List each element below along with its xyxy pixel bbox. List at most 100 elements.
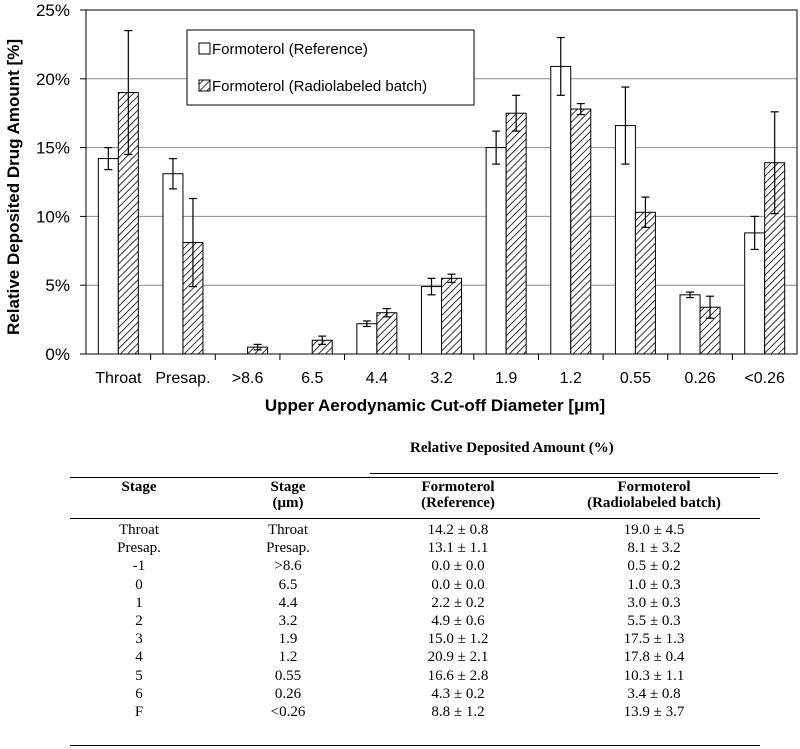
- table-row: F <0.26 8.8 ± 1.2 13.9 ± 3.7: [70, 703, 760, 721]
- legend: Formoterol (Reference) Formoterol (Radio…: [186, 29, 475, 106]
- cell-reference: 20.9 ± 2.1: [427, 649, 489, 666]
- bars: [97, 30, 786, 355]
- cell-reference: 4.3 ± 0.2: [431, 685, 485, 702]
- table-bottom-rule: [70, 745, 760, 746]
- cell-radiolabeled: 19.0 ± 4.5: [623, 522, 685, 538]
- cell-reference: 13.1 ± 1.1: [427, 540, 489, 557]
- table-row: 2 3.2 4.9 ± 0.6 5.5 ± 0.3: [70, 612, 760, 630]
- header-stage-um-line2: (μm): [272, 495, 304, 511]
- x-tick-label: 0.26: [684, 370, 715, 387]
- table-row: 5 0.55 16.6 ± 2.8 10.3 ± 1.1: [70, 667, 760, 685]
- header-radiolabeled-line2: (Radiolabeled batch): [587, 495, 721, 511]
- y-tick-label: 25%: [36, 1, 70, 20]
- y-tick-label: 20%: [36, 70, 70, 89]
- cell-stage-um: 3.2: [278, 613, 298, 630]
- cell-radiolabeled: 13.9 ± 3.7: [623, 704, 685, 721]
- header-reference-line2: (Reference): [421, 495, 495, 511]
- cell-stage: Presap.: [117, 540, 161, 557]
- legend-label-radiolabeled: Formoterol (Radiolabeled batch): [212, 78, 427, 95]
- bar-reference: [162, 173, 184, 355]
- table-row: Throat Throat 14.2 ± 0.8 19.0 ± 4.5: [70, 521, 760, 539]
- legend-label-reference: Formoterol (Reference): [212, 41, 368, 58]
- cell-reference: 16.6 ± 2.8: [427, 667, 489, 684]
- table-row: 4 1.2 20.9 ± 2.1 17.8 ± 0.4: [70, 648, 760, 666]
- bar-reference: [679, 294, 701, 355]
- cell-reference: 8.8 ± 1.2: [431, 704, 485, 721]
- cell-stage-um: Presap.: [266, 540, 310, 557]
- cell-stage-um: <0.26: [270, 704, 306, 721]
- cell-radiolabeled: 0.5 ± 0.2: [627, 558, 681, 575]
- cell-stage: -1: [132, 558, 146, 575]
- cell-stage-um: 1.9: [278, 631, 298, 648]
- bar-reference: [485, 147, 507, 355]
- x-tick-label: 3.2: [430, 370, 452, 387]
- table-row: Presap. Presap. 13.1 ± 1.1 8.1 ± 3.2: [70, 539, 760, 557]
- legend-box: [186, 29, 475, 106]
- table-body: Throat Throat 14.2 ± 0.8 19.0 ± 4.5 Presap. P…: [70, 521, 760, 721]
- cell-stage-um: 4.4: [278, 594, 298, 611]
- cell-stage-um: Throat: [268, 522, 308, 538]
- cell-stage: 4: [135, 649, 143, 666]
- cell-stage-um: 0.55: [274, 667, 302, 684]
- deposition-bar-chart: 0% 5% 10% 15% 20% 25% Throat Presap. >8.6 6.5 4.4…: [4, 1, 798, 415]
- x-tick-label: 1.9: [495, 370, 517, 387]
- cell-stage: 6: [135, 685, 143, 702]
- table-top-rule: [70, 477, 760, 478]
- y-tick-label: 5%: [45, 276, 70, 295]
- x-tick-label: 1.2: [560, 370, 582, 387]
- plot-frame: [85, 9, 798, 355]
- cell-reference: 2.2 ± 0.2: [431, 594, 485, 611]
- cell-radiolabeled: 17.8 ± 0.4: [623, 649, 685, 666]
- cell-stage: 1: [135, 594, 143, 611]
- cell-stage: 2: [135, 613, 143, 630]
- y-tick-label: 15%: [36, 139, 70, 158]
- cell-reference: 0.0 ± 0.0: [431, 576, 485, 593]
- y-tick-label: 10%: [36, 207, 70, 226]
- legend-swatch-reference: [198, 42, 211, 55]
- table-header-row: Stage Stage (μm) Formoterol (Reference) Fo…: [70, 476, 760, 521]
- super-header-rule: [370, 473, 778, 474]
- bar-radiolabeled: [376, 312, 398, 355]
- bar-reference: [744, 232, 766, 355]
- x-tick-label: 0.55: [620, 370, 651, 387]
- header-stage-um: Stage (μm): [208, 476, 368, 521]
- cell-stage-um: 6.5: [278, 576, 298, 593]
- header-reference-line1: Formoterol: [421, 479, 495, 495]
- table-super-header: Relative Deposited Amount (%): [70, 432, 760, 470]
- x-tick-label: 4.4: [366, 370, 388, 387]
- cell-radiolabeled: 17.5 ± 1.3: [623, 631, 685, 648]
- cell-stage: 5: [135, 667, 143, 684]
- table-header-rule: [70, 518, 760, 519]
- bar-radiolabeled: [634, 211, 656, 355]
- header-stage-label: Stage: [121, 479, 157, 495]
- x-tick-label: >8.6: [232, 370, 264, 387]
- header-stage-um-line1: Stage: [270, 479, 306, 495]
- cell-radiolabeled: 3.0 ± 0.3: [627, 594, 681, 611]
- table-row: 0 6.5 0.0 ± 0.0 1.0 ± 0.3: [70, 576, 760, 594]
- table-row: -1 >8.6 0.0 ± 0.0 0.5 ± 0.2: [70, 557, 760, 575]
- cell-stage: F: [134, 704, 144, 721]
- header-reference: Formoterol (Reference): [368, 476, 548, 521]
- table-row: 6 0.26 4.3 ± 0.2 3.4 ± 0.8: [70, 685, 760, 703]
- bar-reference: [97, 158, 119, 355]
- cell-reference: 4.9 ± 0.6: [431, 613, 485, 630]
- axes: [80, 9, 798, 360]
- cell-stage-um: 0.26: [274, 685, 302, 702]
- y-tick-labels: 0% 5% 10% 15% 20% 25%: [36, 1, 70, 364]
- x-tick-label: Presap.: [155, 370, 210, 387]
- cell-stage-um: >8.6: [274, 558, 302, 575]
- cell-reference: 15.0 ± 1.2: [427, 631, 489, 648]
- cell-stage: 0: [135, 576, 143, 593]
- cell-reference: 14.2 ± 0.8: [427, 522, 489, 538]
- cell-radiolabeled: 5.5 ± 0.3: [627, 613, 681, 630]
- deposition-table: Stage Stage (μm) Formoterol (Reference) Fo…: [70, 476, 760, 721]
- bar-reference: [550, 65, 572, 355]
- bar-radiolabeled: [441, 277, 462, 355]
- legend-swatch-radiolabeled: [198, 79, 211, 92]
- bar-reference: [421, 286, 442, 355]
- header-radiolabeled-line1: Formoterol: [617, 479, 691, 495]
- cell-stage-um: 1.2: [278, 649, 298, 666]
- y-tick-label: 0%: [45, 345, 70, 364]
- y-axis-title: Relative Deposited Drug Amount [%]: [4, 39, 23, 335]
- cell-reference: 0.0 ± 0.0: [431, 558, 485, 575]
